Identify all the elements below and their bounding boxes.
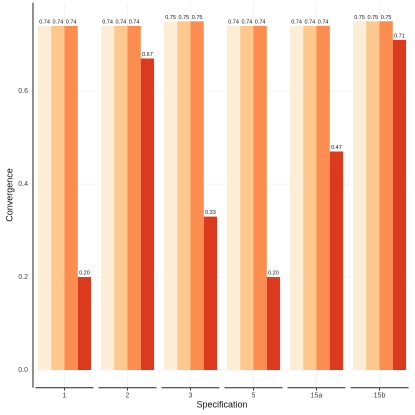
bar: [226, 25, 241, 371]
value-label: 0.74: [129, 19, 140, 25]
value-label: 0.74: [52, 19, 63, 25]
y-tick-label: 0.6: [18, 88, 28, 95]
bar: [51, 25, 65, 371]
bar: [266, 277, 281, 371]
value-label: 0.74: [39, 19, 50, 25]
value-label: 0.75: [354, 15, 365, 21]
value-label: 0.74: [102, 19, 113, 25]
value-label: 0.74: [228, 19, 239, 25]
value-label: 0.75: [367, 15, 378, 21]
value-label: 0.74: [291, 19, 302, 25]
value-label: 0.33: [205, 210, 216, 216]
value-label: 0.71: [394, 33, 405, 39]
x-tick-label: 5: [252, 393, 256, 400]
value-label: 0.67: [142, 52, 153, 58]
bar: [37, 25, 52, 371]
x-tick-label: 2: [126, 393, 130, 400]
bar: [127, 25, 141, 371]
x-tick-label: 15a: [311, 393, 323, 400]
bar: [77, 277, 92, 371]
bar: [177, 21, 191, 371]
x-tick-label: 15b: [374, 393, 386, 400]
bar: [392, 39, 407, 371]
value-label: 0.74: [318, 19, 329, 25]
bar: [316, 25, 330, 371]
value-label: 0.74: [66, 19, 77, 25]
bar: [163, 21, 178, 371]
bar: [203, 216, 218, 371]
value-label: 0.75: [165, 15, 176, 21]
y-axis-title: Convergence: [4, 168, 14, 222]
x-tick-label: 1: [63, 393, 67, 400]
value-label: 0.75: [178, 15, 189, 21]
value-label: 0.74: [241, 19, 252, 25]
value-label: 0.74: [255, 19, 266, 25]
bar: [303, 25, 317, 371]
bar: [100, 25, 115, 371]
x-tick-label: 3: [189, 393, 193, 400]
bar: [352, 21, 367, 371]
bar: [329, 151, 344, 371]
value-label: 0.75: [381, 15, 392, 21]
bar: [140, 58, 155, 371]
bar: [366, 21, 380, 371]
y-tick-label: 0.2: [18, 274, 28, 281]
bar: [240, 25, 254, 371]
bar: [114, 25, 128, 371]
value-label: 0.74: [304, 19, 315, 25]
bar: [64, 25, 78, 371]
bar: [190, 21, 204, 371]
x-axis-title: Specification: [196, 399, 247, 409]
value-label: 0.74: [115, 19, 126, 25]
bar: [253, 25, 267, 371]
bar: [379, 21, 393, 371]
y-tick-label: 0.4: [18, 181, 28, 188]
y-tick-label: 0.0: [18, 367, 28, 374]
bar: [289, 25, 304, 371]
value-label: 0.20: [79, 270, 90, 276]
value-label: 0.47: [331, 145, 342, 151]
value-label: 0.75: [192, 15, 203, 21]
value-label: 0.20: [268, 270, 279, 276]
